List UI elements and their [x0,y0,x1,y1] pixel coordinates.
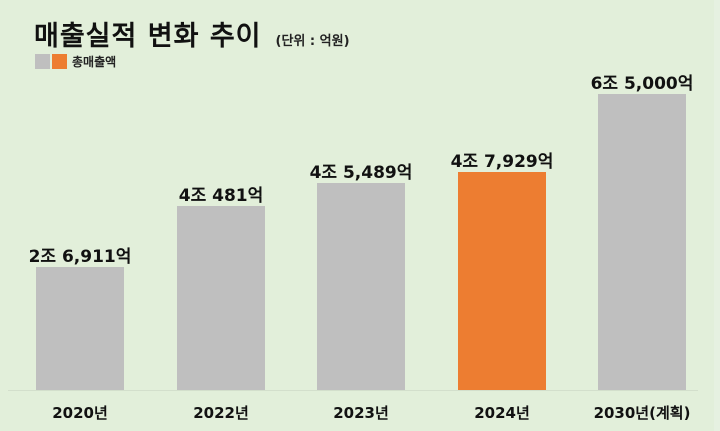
bar-4 [598,94,686,390]
bar-value-label: 4조 7,929억 [450,152,554,172]
bar-1 [177,206,265,390]
x-axis-category-label: 2022년 [193,404,249,422]
bar-value-label: 4조 5,489억 [309,163,413,183]
chart-header: 매출실적 변화 추이 (단위 : 억원) [34,14,350,53]
chart-title: 매출실적 변화 추이 [34,21,262,52]
legend-swatch-gray [35,54,50,69]
x-axis-category-label: 2024년 [474,404,530,422]
bar-value-label: 6조 5,000억 [590,74,694,94]
unit-label: (단위 : 억원) [275,34,350,49]
x-axis-line [8,390,698,391]
bar-value-label: 2조 6,911억 [28,247,132,267]
x-axis-category-label: 2023년 [333,404,389,422]
legend-label: 총매출액 [72,55,117,69]
bar-3 [458,172,546,390]
x-axis-category-label: 2020년 [52,404,108,422]
legend: 총매출액 [35,53,116,70]
bar-2 [317,183,405,390]
legend-swatch-orange [52,54,67,69]
x-axis-category-label: 2030년(계획) [593,404,691,422]
bar-value-label: 4조 481억 [178,186,264,206]
bar-0 [36,267,124,390]
background-edge [714,0,720,431]
